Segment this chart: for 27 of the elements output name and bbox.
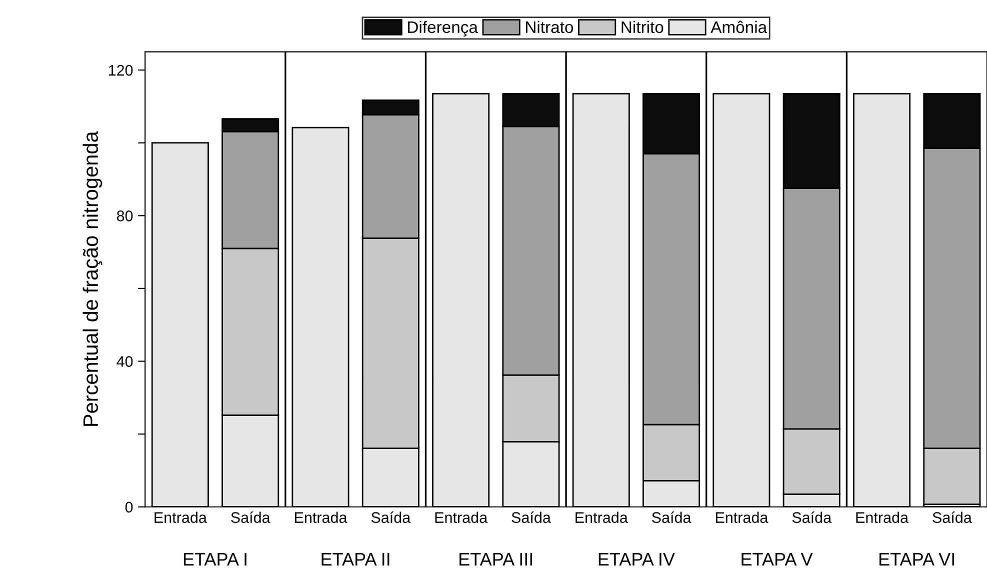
- x-tick-label: Saída: [231, 512, 270, 523]
- x-tick-label: Entrada: [716, 512, 768, 523]
- x-tick-label: Entrada: [154, 512, 207, 523]
- text: ETAPA VI: [880, 553, 954, 566]
- x-tick-label: Entrada: [294, 512, 348, 523]
- x-tick-label: Saída: [652, 512, 692, 523]
- y-tick-label: 80: [116, 210, 133, 222]
- text: ETAPA I: [184, 553, 246, 566]
- x-tick-label: Saída: [512, 512, 551, 523]
- text: ETAPA V: [742, 553, 813, 566]
- x-tick-label: Entrada: [435, 512, 488, 523]
- y-axis-title: Percentual de fração nitrogenda: [82, 131, 102, 426]
- legend-label: Nitrito: [622, 20, 664, 34]
- text: ETAPA II: [322, 553, 390, 566]
- y-tick-label: 0: [125, 502, 133, 513]
- y-tick-label: 40: [116, 356, 133, 367]
- legend-label: Amônia: [710, 20, 768, 34]
- x-tick-label: Entrada: [856, 512, 909, 523]
- text: ETAPA IV: [598, 553, 675, 566]
- text: ETAPA III: [460, 553, 532, 566]
- x-tick-label: Saída: [932, 512, 972, 523]
- x-tick-label: Saída: [371, 512, 411, 523]
- legend-label: Nitrato: [526, 20, 574, 34]
- x-tick-label: Entrada: [576, 512, 628, 523]
- legend-label: Diferença: [408, 20, 478, 36]
- x-tick-label: Saída: [792, 512, 832, 523]
- y-tick-label: 120: [108, 64, 133, 76]
